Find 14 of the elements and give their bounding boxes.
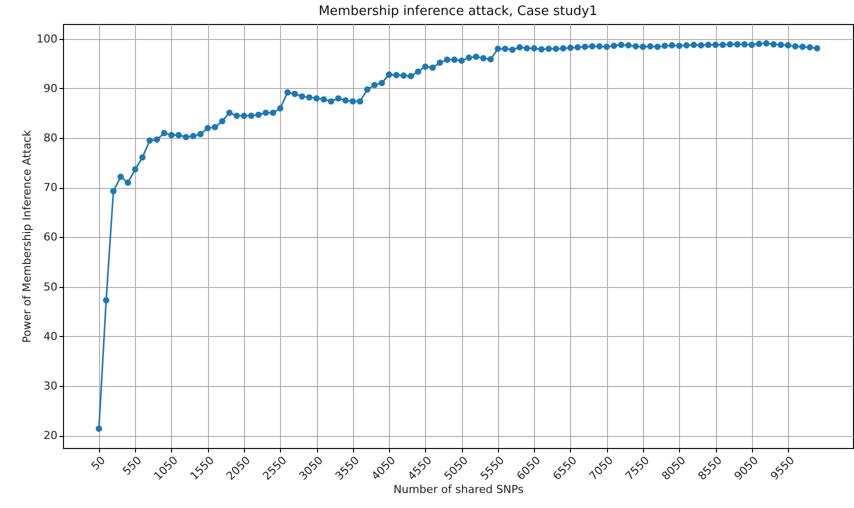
y-tick-label: 40 (44, 330, 58, 343)
y-tick-label: 100 (36, 32, 58, 46)
y-tick-label: 90 (44, 82, 58, 95)
x-axis-title: Number of shared SNPs (393, 483, 524, 496)
y-axis-title: Power of Membership Inference Attack (20, 130, 34, 343)
y-tick-label: 20 (44, 429, 58, 442)
y-tick-label: 80 (44, 132, 58, 145)
y-tick-label: 60 (44, 230, 58, 244)
y-tick-label: 50 (44, 280, 58, 294)
chart-title: Membership inference attack, Case study1 (318, 4, 598, 19)
y-tick-label: 30 (44, 380, 58, 393)
y-tick-label: 70 (44, 181, 58, 194)
x-tick-label: 50 (88, 454, 108, 473)
x-tick-label: 550 (120, 454, 144, 478)
